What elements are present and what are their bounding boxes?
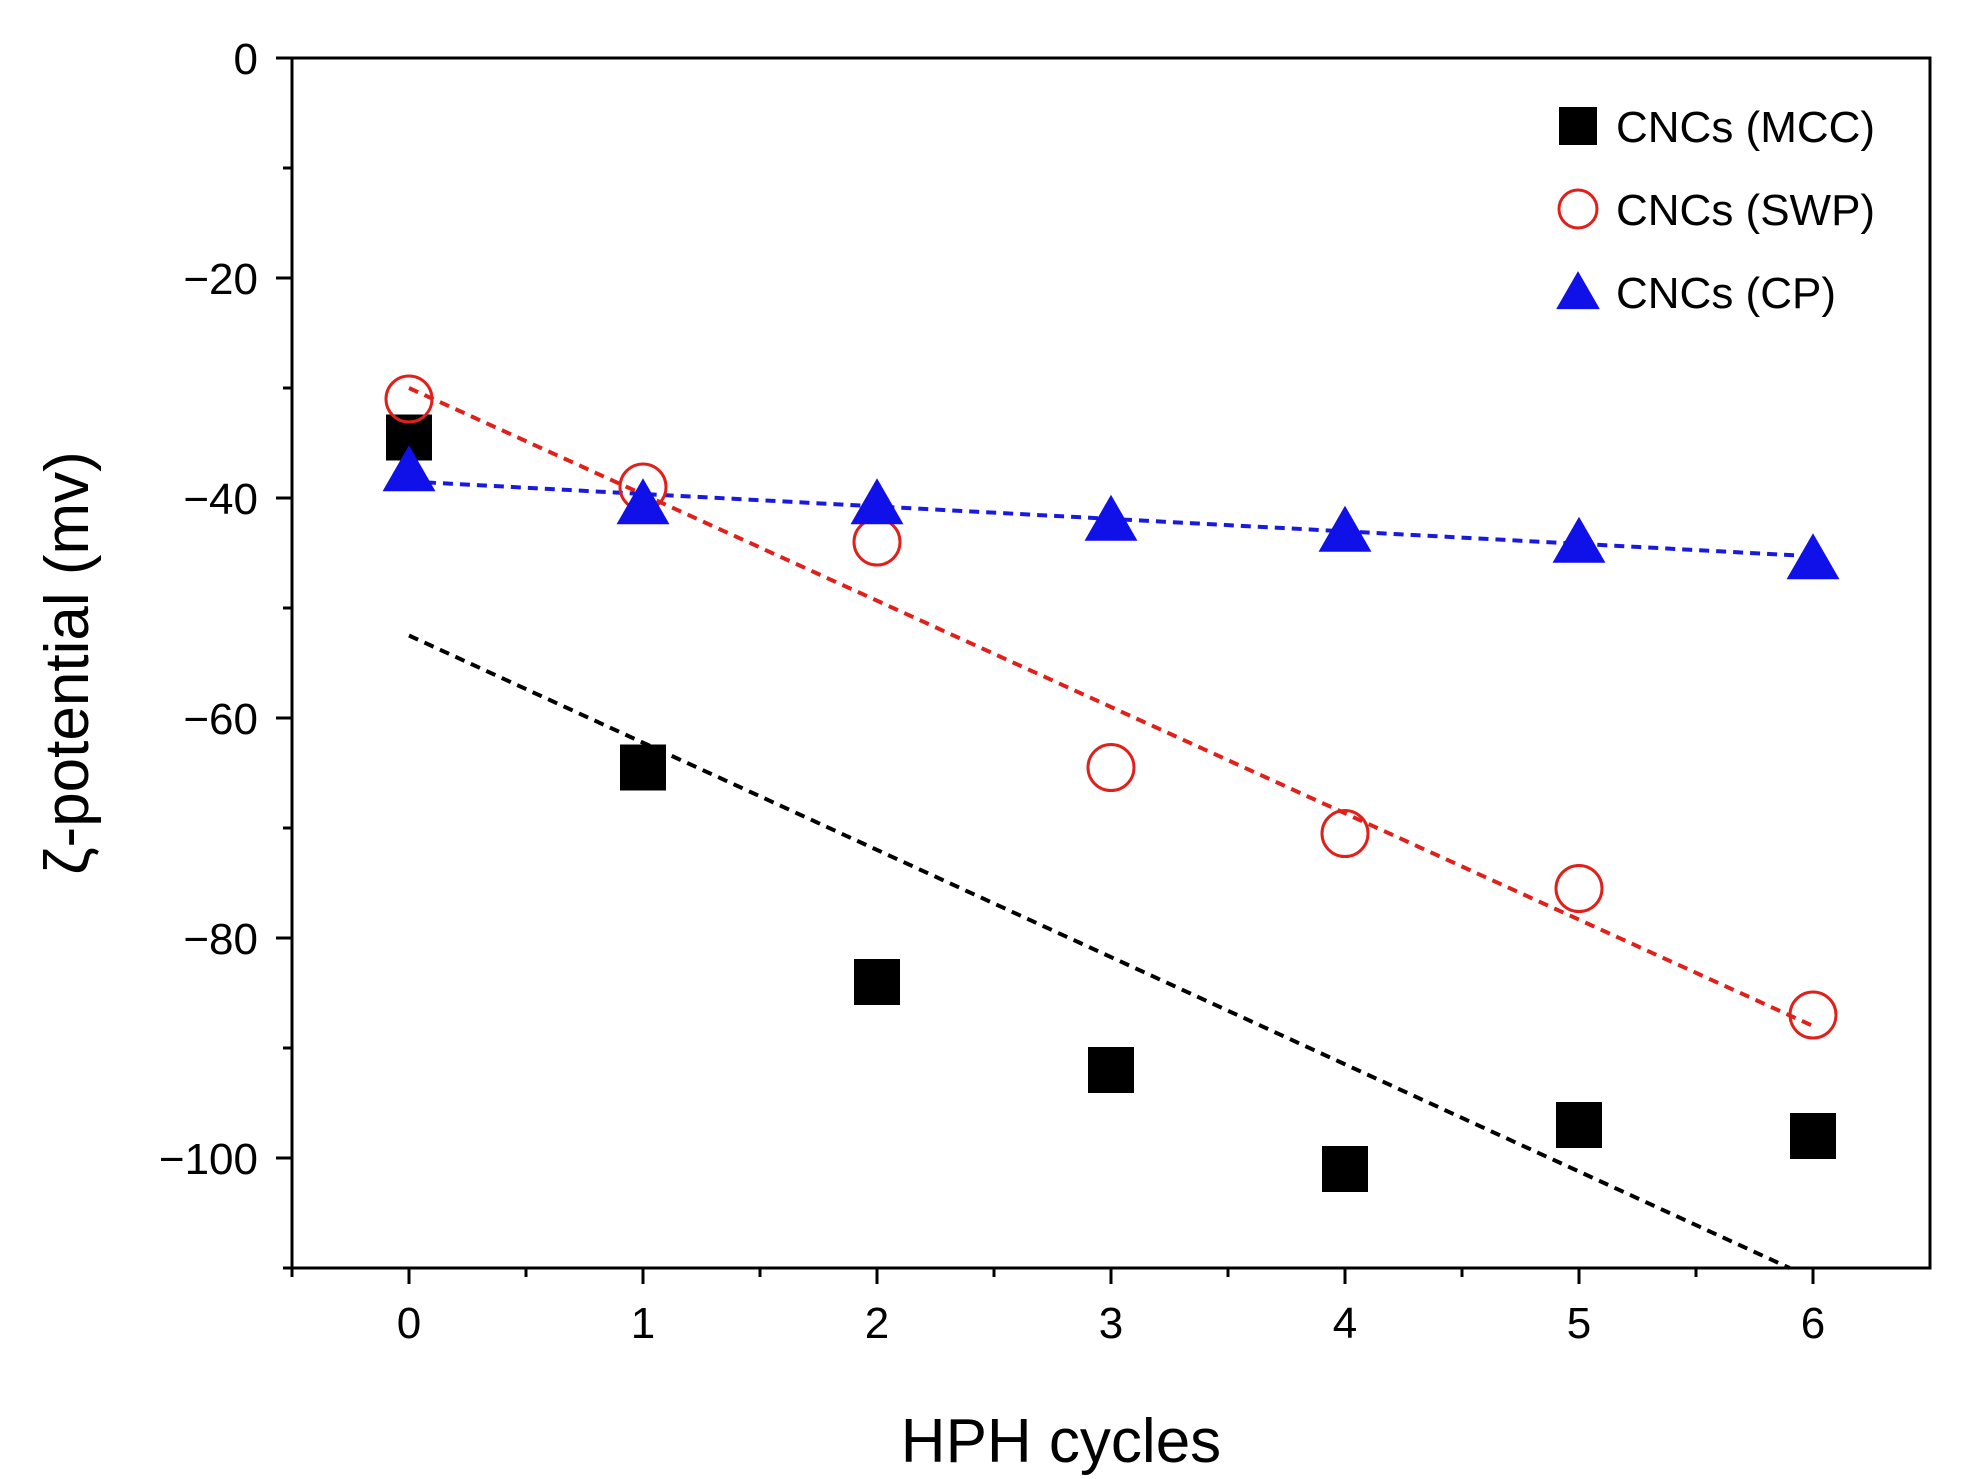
y-tick-label: −20	[183, 255, 258, 304]
data-point-series-1	[1088, 1047, 1134, 1093]
legend: CNCs (MCC) CNCs (SWP) CNCs (CP)	[1556, 103, 1875, 318]
legend-marker-3	[1556, 271, 1600, 310]
data-point-series-1	[1790, 1113, 1836, 1159]
data-point-series-3	[382, 445, 436, 492]
y-tick-label: 0	[234, 35, 258, 84]
axis-ticks: 0 1 2 3 4 5 6 0 −20 −40 −60 −80 −100	[159, 35, 1825, 1348]
y-tick-label: −40	[183, 475, 258, 524]
data-point-series-3	[616, 478, 670, 525]
x-tick-label: 2	[865, 1299, 889, 1348]
data-point-series-2	[1554, 864, 1604, 913]
x-tick-label: 3	[1099, 1299, 1123, 1348]
data-point-series-2	[384, 374, 434, 424]
y-tick-label: −100	[159, 1135, 258, 1184]
legend-marker-1	[1559, 107, 1597, 145]
y-axis-title: ζ-potential (mv)	[33, 451, 102, 875]
x-tick-label: 4	[1333, 1299, 1357, 1348]
data-point-series-2	[1788, 990, 1838, 1040]
fit-line-1	[408, 633, 1791, 1270]
legend-marker-2	[1557, 188, 1599, 230]
x-tick-label: 1	[631, 1299, 655, 1348]
legend-label-3: CNCs (CP)	[1616, 269, 1836, 318]
y-tick-label: −60	[183, 695, 258, 744]
x-axis-title: HPH cycles	[901, 1407, 1221, 1476]
data-point-series-3	[1786, 533, 1840, 580]
data-point-series-2	[852, 517, 902, 567]
x-tick-label: 5	[1567, 1299, 1591, 1348]
x-tick-label: 0	[397, 1299, 421, 1348]
data-points	[382, 374, 1840, 1192]
data-point-series-3	[1084, 494, 1138, 541]
x-tick-label: 6	[1801, 1299, 1825, 1348]
data-point-series-1	[1322, 1146, 1368, 1192]
legend-label-2: CNCs (SWP)	[1616, 186, 1875, 235]
data-point-series-3	[850, 478, 904, 525]
data-point-series-1	[1556, 1102, 1602, 1148]
data-point-series-2	[1086, 743, 1136, 792]
data-point-series-3	[1318, 505, 1372, 552]
y-tick-label: −80	[183, 915, 258, 964]
data-point-series-1	[854, 959, 900, 1005]
legend-label-1: CNCs (MCC)	[1616, 103, 1875, 152]
data-point-series-2	[1320, 809, 1370, 858]
data-point-series-1	[620, 744, 666, 791]
data-point-series-3	[1552, 516, 1606, 563]
